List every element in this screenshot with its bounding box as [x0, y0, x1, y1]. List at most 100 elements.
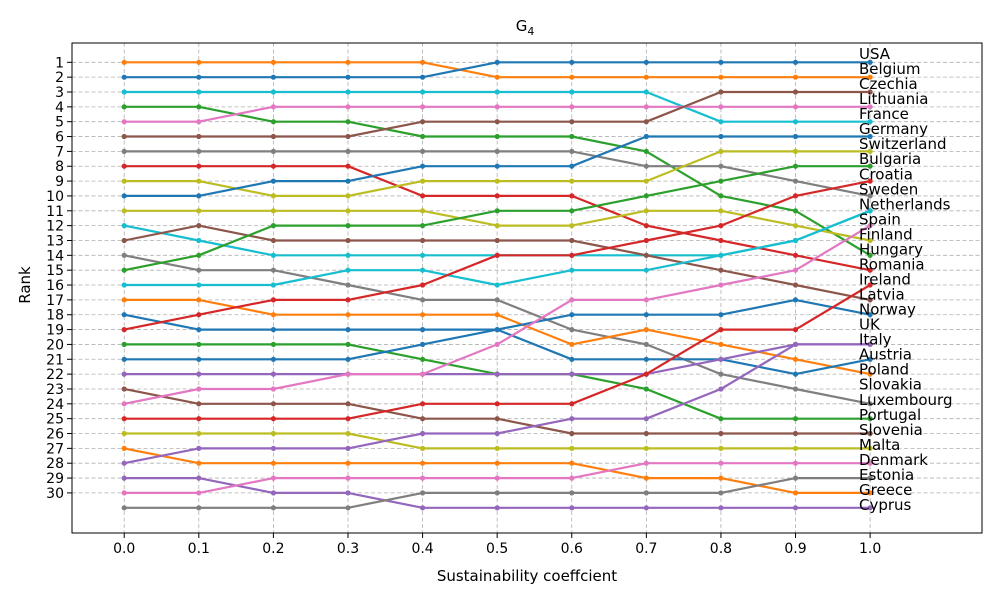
- country-labels: USABelgiumCzechiaLithuaniaFranceGermanyS…: [859, 45, 953, 514]
- data-point: [270, 371, 276, 377]
- data-point: [718, 490, 724, 496]
- data-point: [643, 490, 649, 496]
- y-tick-label: 10: [46, 189, 64, 205]
- y-tick-label: 23: [46, 382, 64, 398]
- y-tick-label: 20: [46, 337, 64, 353]
- data-point: [569, 89, 575, 95]
- y-tick-label: 11: [46, 204, 64, 220]
- data-point: [867, 119, 873, 125]
- data-point: [196, 133, 202, 140]
- data-point: [867, 89, 873, 95]
- y-tick-label: 7: [55, 144, 64, 160]
- data-point: [643, 59, 649, 65]
- series-19: [121, 178, 873, 333]
- data-point: [792, 282, 799, 288]
- data-point: [867, 178, 873, 184]
- y-tick-label: 22: [46, 367, 64, 383]
- country-label: Germany: [859, 120, 928, 138]
- data-point: [569, 163, 575, 169]
- series-30: [121, 460, 873, 496]
- data-point: [718, 312, 724, 318]
- country-label: Malta: [859, 436, 900, 454]
- data-point: [345, 401, 351, 407]
- data-point: [643, 163, 649, 169]
- data-point: [345, 490, 351, 496]
- data-point: [420, 505, 426, 511]
- data-point: [867, 416, 873, 422]
- data-point: [420, 208, 426, 214]
- data-point: [270, 490, 276, 496]
- series-17: [121, 297, 873, 377]
- data-point: [867, 490, 873, 496]
- country-label: Austria: [859, 346, 912, 364]
- y-tick-label: 13: [46, 233, 64, 249]
- data-point: [345, 445, 351, 451]
- data-point: [270, 208, 276, 214]
- series-25: [121, 282, 873, 422]
- data-point: [270, 430, 276, 437]
- data-point: [345, 341, 351, 347]
- data-point: [792, 252, 799, 258]
- country-label: Estonia: [859, 466, 914, 484]
- data-point: [121, 445, 127, 451]
- data-point: [270, 475, 276, 481]
- data-point: [569, 416, 575, 422]
- country-label: Spain: [859, 210, 901, 228]
- data-point: [196, 475, 202, 481]
- data-point: [792, 416, 799, 422]
- country-label: Czechia: [859, 75, 918, 93]
- data-point: [196, 89, 202, 95]
- data-point: [494, 282, 500, 288]
- data-point: [420, 460, 426, 466]
- data-point: [494, 193, 500, 199]
- data-point: [569, 401, 575, 407]
- data-point: [643, 252, 649, 258]
- data-point: [643, 416, 649, 422]
- data-point: [718, 208, 724, 214]
- data-point: [643, 371, 649, 377]
- data-point: [494, 297, 500, 303]
- data-point: [270, 327, 276, 333]
- data-point: [420, 237, 426, 244]
- data-point: [270, 104, 276, 110]
- series-10: [121, 133, 873, 199]
- data-point: [569, 341, 575, 347]
- data-point: [121, 356, 127, 362]
- data-point: [569, 475, 575, 481]
- data-point: [420, 163, 426, 169]
- country-label: Netherlands: [859, 195, 951, 213]
- data-point: [494, 312, 500, 318]
- data-point: [196, 327, 202, 333]
- data-point: [569, 297, 575, 303]
- data-point: [270, 312, 276, 318]
- data-point: [270, 460, 276, 466]
- data-point: [792, 386, 799, 392]
- data-point: [196, 356, 202, 362]
- data-point: [643, 327, 649, 333]
- data-point: [643, 237, 649, 244]
- data-point: [867, 460, 873, 466]
- x-axis-ticks: 0.0 0.1 0.2 0.3 0.4 0.5 0.6 0.7 0.8 0.9 1.0: [113, 533, 881, 557]
- series-16: [121, 208, 873, 288]
- data-point: [121, 267, 127, 273]
- data-point: [420, 297, 426, 303]
- data-point: [569, 178, 575, 184]
- series-line: [123, 224, 871, 301]
- data-point: [420, 267, 426, 273]
- data-point: [420, 282, 426, 288]
- data-point: [345, 505, 351, 511]
- data-point: [494, 223, 500, 229]
- data-point: [643, 460, 649, 466]
- data-point: [867, 104, 873, 110]
- data-point: [569, 133, 575, 140]
- x-tick-label: 0.2: [262, 541, 284, 557]
- series-24: [121, 223, 873, 407]
- y-tick-label: 24: [46, 397, 64, 413]
- data-point: [121, 237, 127, 244]
- data-point: [345, 252, 351, 258]
- data-point: [270, 356, 276, 362]
- data-point: [420, 148, 426, 154]
- data-point: [270, 341, 276, 347]
- data-point: [718, 356, 724, 362]
- data-point: [345, 148, 351, 154]
